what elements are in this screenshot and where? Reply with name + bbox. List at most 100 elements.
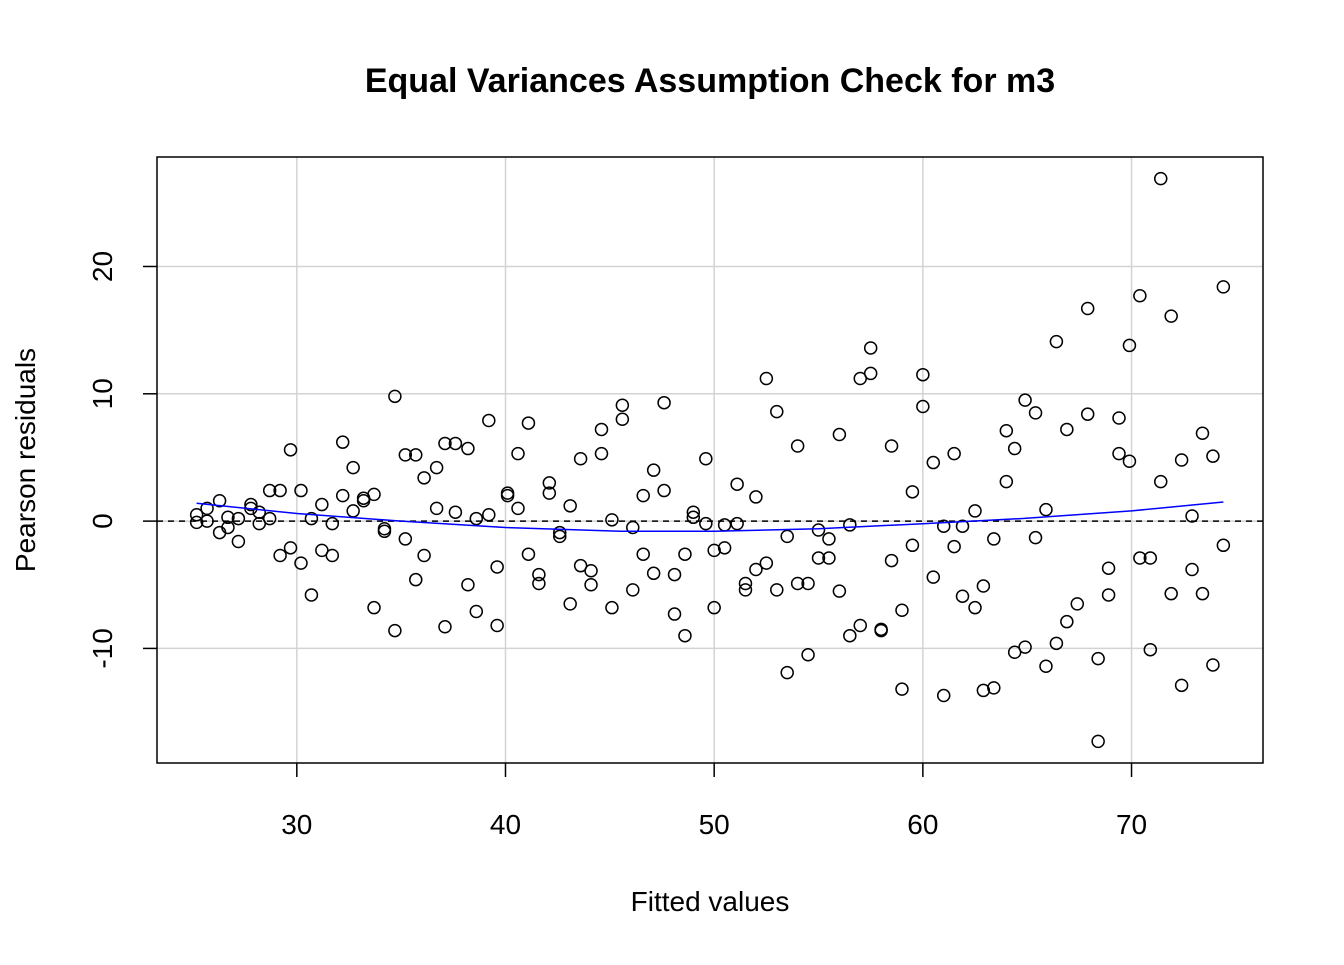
data-point — [1195, 586, 1210, 601]
data-point — [377, 524, 392, 539]
y-tick-label: 10 — [87, 378, 118, 409]
data-point — [335, 488, 350, 503]
data-point — [738, 576, 753, 591]
x-axis: 30 40 50 60 70 — [281, 763, 1147, 840]
data-point — [1122, 454, 1137, 469]
x-tick-label: 30 — [281, 809, 312, 840]
data-point — [448, 505, 463, 519]
data-point — [429, 501, 444, 516]
data-point — [770, 404, 784, 419]
data-point — [283, 443, 298, 457]
data-point — [356, 493, 371, 508]
data-point — [947, 539, 961, 554]
data-point — [1216, 280, 1231, 294]
data-point — [636, 488, 650, 503]
data-point — [1049, 334, 1064, 349]
data-point — [542, 476, 557, 490]
data-point — [315, 497, 329, 512]
data-point — [780, 665, 794, 680]
data-point — [987, 532, 1001, 546]
data-point — [926, 570, 941, 584]
data-point — [1206, 658, 1220, 672]
data-point — [738, 583, 753, 597]
data-point — [221, 520, 235, 535]
data-point — [346, 504, 360, 518]
data-point — [482, 413, 496, 428]
data-point — [532, 567, 546, 582]
data-point — [1039, 502, 1053, 517]
x-axis-label: Fitted values — [631, 886, 790, 917]
data-point — [843, 518, 857, 532]
data-point — [822, 532, 836, 546]
data-point — [646, 463, 661, 477]
data-point — [469, 511, 484, 526]
data-point — [686, 510, 701, 525]
data-point — [221, 510, 235, 525]
data-point — [770, 583, 784, 597]
data-point — [1101, 561, 1116, 575]
data-point — [605, 600, 619, 615]
data-point — [315, 543, 329, 558]
data-point — [699, 516, 713, 531]
data-point — [294, 483, 308, 498]
data-point — [636, 547, 650, 561]
data-point — [936, 519, 951, 533]
data-point — [936, 688, 951, 703]
data-point — [461, 578, 475, 592]
x-tick-label: 60 — [907, 809, 938, 840]
data-point — [801, 576, 815, 591]
data-point — [1112, 446, 1126, 461]
data-point — [853, 618, 867, 633]
data-point — [780, 529, 794, 544]
data-point — [686, 505, 701, 519]
data-point — [417, 548, 431, 563]
data-point — [294, 556, 308, 570]
data-point — [388, 389, 402, 404]
data-point — [926, 455, 941, 470]
data-point — [1206, 449, 1220, 463]
data-point — [1112, 411, 1126, 425]
data-point — [1039, 659, 1053, 673]
data-point — [615, 398, 630, 413]
data-point — [367, 487, 381, 502]
data-point — [657, 395, 671, 410]
data-point — [707, 543, 721, 558]
data-point — [438, 620, 452, 634]
data-point — [1060, 614, 1074, 629]
data-point — [189, 515, 204, 530]
data-point — [976, 683, 991, 698]
data-point — [626, 520, 640, 535]
data-point — [511, 501, 525, 516]
data-point — [304, 588, 319, 602]
data-point — [811, 523, 826, 537]
data-point — [895, 603, 909, 617]
x-tick-label: 50 — [699, 809, 730, 840]
data-point — [707, 600, 721, 615]
data-point — [1007, 441, 1022, 456]
data-point — [1174, 453, 1189, 467]
data-point — [1185, 509, 1199, 523]
chart-title: Equal Variances Assumption Check for m3 — [365, 62, 1055, 100]
data-point — [325, 516, 340, 531]
data-point — [863, 341, 878, 355]
data-point — [1018, 393, 1032, 407]
data-point — [626, 583, 640, 597]
data-point — [469, 604, 484, 619]
data-point — [1143, 642, 1158, 657]
data-point — [1174, 678, 1189, 693]
data-point — [563, 597, 577, 611]
y-tick-label: 0 — [87, 513, 118, 529]
data-point — [759, 371, 774, 386]
data-point — [999, 474, 1014, 489]
data-point — [1195, 426, 1210, 441]
data-point — [448, 436, 463, 451]
data-point — [231, 511, 246, 526]
data-point — [1028, 406, 1043, 420]
data-point — [594, 446, 609, 461]
data-point — [790, 439, 805, 453]
data-point — [244, 497, 258, 512]
data-point — [563, 499, 577, 513]
plot-frame — [156, 156, 1264, 764]
data-point — [730, 477, 744, 491]
